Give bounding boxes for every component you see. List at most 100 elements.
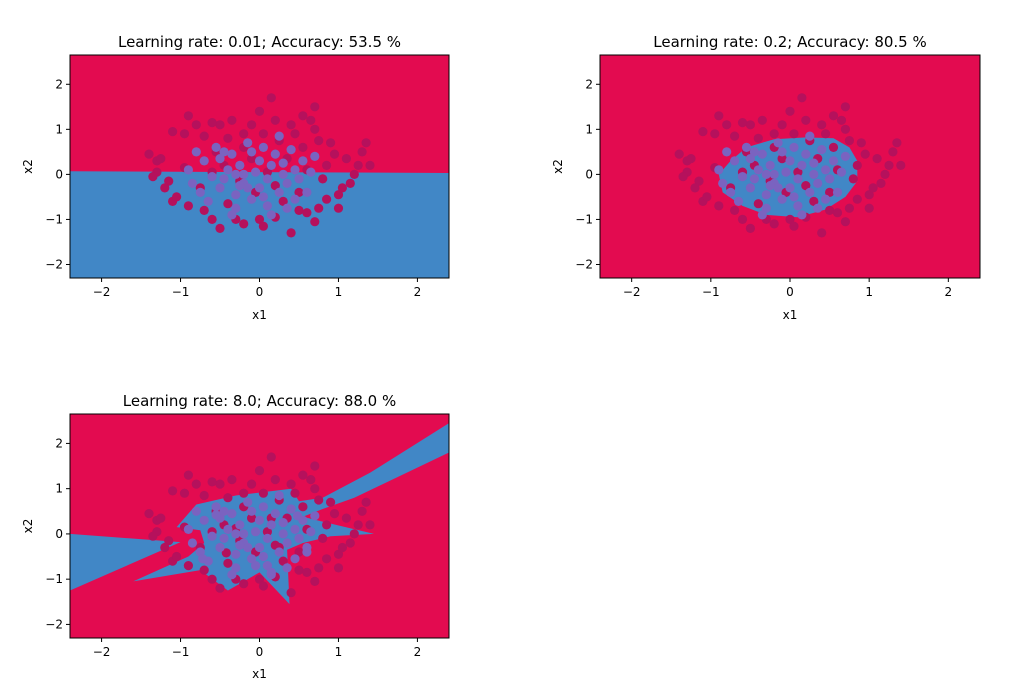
- data-point-class0: [326, 497, 336, 507]
- data-point-class0: [678, 172, 688, 182]
- data-point-class0: [290, 488, 300, 498]
- data-point-class1: [306, 167, 316, 177]
- data-point-class1: [251, 527, 261, 537]
- data-point-class1: [274, 547, 284, 557]
- data-point-class1: [749, 174, 759, 184]
- data-point-class1: [235, 540, 245, 550]
- data-point-class0: [353, 520, 363, 530]
- data-point-class1: [215, 183, 225, 193]
- data-point-class1: [292, 511, 302, 521]
- data-point-class1: [198, 554, 208, 564]
- data-point-class0: [860, 149, 870, 159]
- data-point-class1: [191, 147, 201, 157]
- data-point-class1: [215, 154, 225, 164]
- x-tick-label: −1: [172, 285, 190, 299]
- data-point-class1: [813, 203, 823, 213]
- data-point-class0: [361, 138, 371, 148]
- x-tick-label: −1: [702, 285, 720, 299]
- data-point-class1: [270, 149, 280, 159]
- data-point-class0: [164, 176, 174, 186]
- data-point-class1: [278, 169, 288, 179]
- data-point-class1: [247, 147, 257, 157]
- data-point-class0: [785, 106, 795, 116]
- data-point-class0: [797, 93, 807, 103]
- data-point-class1: [306, 527, 316, 537]
- data-point-class0: [290, 129, 300, 139]
- data-point-class1: [821, 194, 831, 204]
- data-point-class1: [239, 529, 249, 539]
- data-point-class0: [840, 102, 850, 112]
- data-point-class1: [777, 194, 787, 204]
- data-point-class1: [773, 183, 783, 193]
- data-point-class1: [730, 156, 740, 166]
- data-point-class1: [745, 154, 755, 164]
- data-point-class1: [243, 497, 253, 507]
- data-point-class1: [745, 183, 755, 193]
- data-point-class1: [722, 147, 732, 157]
- data-point-class0: [322, 160, 332, 170]
- x-tick-label: 2: [414, 645, 422, 659]
- data-point-class0: [333, 549, 344, 559]
- data-point-class1: [290, 194, 300, 204]
- data-point-class0: [183, 470, 193, 480]
- data-point-class0: [852, 194, 862, 204]
- data-point-class1: [761, 190, 771, 200]
- data-point-class1: [298, 156, 308, 166]
- data-point-class0: [239, 129, 249, 139]
- data-point-class1: [258, 142, 268, 152]
- decision-region-class1-0: [70, 533, 181, 591]
- data-point-class0: [337, 183, 347, 193]
- data-point-class0: [294, 205, 304, 215]
- data-point-class0: [694, 176, 704, 186]
- data-point-class0: [365, 160, 375, 170]
- data-point-class0: [801, 115, 811, 125]
- data-point-class1: [737, 172, 748, 182]
- subplot-title: Learning rate: 8.0; Accuracy: 88.0 %: [123, 392, 397, 410]
- data-point-class0: [864, 203, 874, 213]
- data-point-class0: [840, 217, 850, 227]
- data-point-class0: [353, 160, 363, 170]
- data-point-class0: [168, 486, 178, 496]
- y-axis-ticks: −2 −1 0 1 2: [45, 77, 70, 271]
- subplot-lr-0.01: Learning rate: 0.01; Accuracy: 53.5 % −2…: [21, 33, 450, 322]
- data-point-class1: [290, 524, 300, 534]
- data-point-class0: [674, 149, 684, 159]
- data-point-class0: [302, 567, 312, 577]
- data-point-class1: [274, 131, 284, 141]
- data-point-class1: [251, 167, 261, 177]
- data-point-class0: [310, 484, 320, 494]
- data-point-class0: [258, 488, 268, 498]
- data-point-class1: [266, 567, 276, 577]
- data-point-class1: [797, 160, 807, 170]
- data-point-class1: [243, 183, 253, 193]
- y-tick-label: 2: [55, 77, 63, 91]
- data-point-class0: [349, 169, 359, 179]
- data-point-class0: [207, 118, 217, 128]
- data-point-class0: [801, 181, 811, 191]
- data-point-class0: [298, 111, 308, 121]
- data-point-class1: [757, 149, 767, 159]
- data-point-class1: [262, 201, 272, 211]
- x-tick-label: 0: [256, 285, 264, 299]
- data-point-class0: [876, 178, 886, 188]
- data-point-class1: [183, 524, 193, 534]
- data-point-class0: [832, 208, 843, 218]
- subplot-title: Learning rate: 0.2; Accuracy: 80.5 %: [653, 33, 927, 51]
- y-tick-label: −1: [575, 212, 593, 226]
- data-point-class0: [160, 542, 170, 553]
- subplot-lr-0.2: Learning rate: 0.2; Accuracy: 80.5 % −2−…: [551, 33, 981, 322]
- plot-area: [70, 414, 449, 638]
- data-point-class1: [274, 490, 284, 501]
- data-point-class1: [227, 509, 237, 519]
- data-point-class0: [817, 120, 827, 130]
- data-point-class1: [781, 167, 791, 177]
- data-point-class0: [156, 154, 166, 164]
- data-point-class1: [266, 210, 276, 220]
- data-point-class1: [809, 169, 819, 179]
- x-axis-ticks: −2 −1 0 1 2: [623, 278, 952, 299]
- y-tick-label: 0: [55, 527, 63, 541]
- data-point-class1: [282, 203, 292, 213]
- data-point-class0: [757, 115, 767, 125]
- data-point-class0: [310, 576, 320, 586]
- x-axis-ticks: −2 −1 0 1 2: [93, 278, 421, 299]
